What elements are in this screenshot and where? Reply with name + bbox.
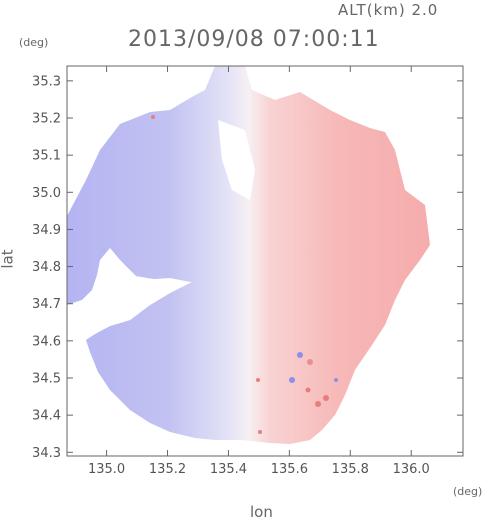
y-unit-label: (deg) xyxy=(19,36,49,49)
y-tick-label: 34.3 xyxy=(32,446,61,461)
echo-cell xyxy=(297,352,303,358)
echo-cell xyxy=(334,378,338,382)
altitude-label: ALT(km) 2.0 xyxy=(338,1,439,19)
plot-frame xyxy=(66,65,464,457)
echo-cell xyxy=(305,387,311,393)
clutter-gap xyxy=(218,120,255,200)
x-tick-label: 135.4 xyxy=(210,462,247,477)
x-tick-label: 135.6 xyxy=(271,462,308,477)
x-unit-label: (deg) xyxy=(453,485,483,498)
y-tick-label: 34.9 xyxy=(32,223,61,238)
echo-field xyxy=(67,66,430,444)
y-tick-label: 34.6 xyxy=(32,334,61,349)
x-tick-label: 135.8 xyxy=(332,462,369,477)
echo-cell xyxy=(258,430,262,434)
echo-cell xyxy=(289,377,295,383)
x-tick-label: 135.0 xyxy=(88,462,125,477)
y-tick-label: 35.3 xyxy=(32,74,61,89)
echo-cell xyxy=(315,401,321,407)
y-tick-label: 35.2 xyxy=(32,112,61,127)
y-tick-label: 35.1 xyxy=(32,149,61,164)
y-tick-label: 34.7 xyxy=(32,297,61,312)
echo-cell xyxy=(307,359,313,365)
echo-cell xyxy=(151,115,155,119)
y-tick-label: 35.0 xyxy=(32,186,61,201)
x-axis-label: lon xyxy=(250,503,273,521)
y-tick-label: 34.5 xyxy=(32,372,61,387)
clutter-gap xyxy=(67,258,192,340)
x-axis-ticks: 135.0 135.2 135.4 135.6 135.8 136.0 xyxy=(88,66,430,477)
echo-cell xyxy=(256,378,260,382)
echo-cell xyxy=(323,395,329,401)
x-tick-label: 136.0 xyxy=(393,462,430,477)
timestamp-title: 2013/09/08 07:00:11 xyxy=(128,27,380,52)
y-tick-label: 34.8 xyxy=(32,260,61,275)
velocity-field xyxy=(67,66,430,444)
y-tick-label: 34.4 xyxy=(32,409,61,424)
x-tick-label: 135.2 xyxy=(149,462,186,477)
y-axis-ticks: 34.3 34.4 34.5 34.6 34.7 34.8 34.9 35.0 35.1 35.2… xyxy=(32,74,463,461)
